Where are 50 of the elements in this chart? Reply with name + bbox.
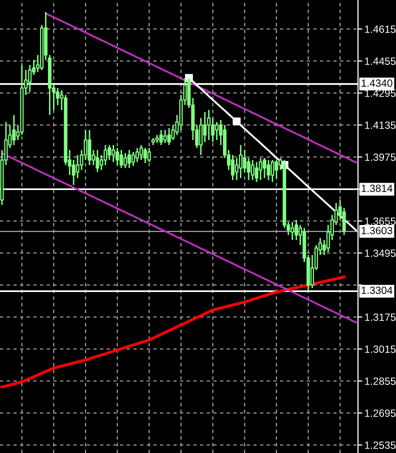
line-series (44, 12, 357, 164)
y-tick-label: 1.3015 (365, 346, 396, 353)
y-tick-label: 1.3495 (365, 250, 396, 257)
candlestick (230, 154, 234, 181)
y-tick-label: 1.2695 (365, 410, 396, 417)
candlestick (12, 114, 16, 146)
ref-line-label: 1.4340 (362, 79, 392, 87)
candlestick (135, 147, 139, 163)
y-tick-label: 1.3175 (365, 314, 396, 321)
candlestick (250, 159, 254, 181)
candlestick (159, 129, 163, 146)
y-tick-label: 1.3655 (365, 218, 396, 225)
candlestick (124, 152, 128, 169)
candlestick (262, 157, 266, 179)
candlestick (254, 161, 258, 183)
y-tick-label: 1.2535 (365, 442, 396, 449)
candlestick (116, 147, 120, 166)
candlestick (167, 127, 171, 146)
y-tick-label: 1.4135 (365, 122, 396, 129)
candlestick (56, 87, 60, 106)
ref-line-label: 1.3814 (362, 184, 392, 192)
point (232, 117, 241, 126)
y-tick-label: 1.3975 (365, 154, 396, 161)
candlestick (96, 149, 100, 173)
candlestick (258, 157, 262, 181)
y-tick-label: 1.4615 (365, 26, 396, 33)
candlestick (270, 159, 274, 183)
candlestick (274, 159, 278, 179)
candlestick (104, 144, 108, 166)
candlestick (108, 144, 112, 161)
candlestick (207, 109, 211, 141)
candlestick (132, 151, 136, 167)
candlestick (128, 149, 132, 169)
candlestick (163, 129, 167, 144)
candlestick (203, 111, 207, 143)
candlestick (215, 121, 219, 141)
candlestick (28, 64, 32, 93)
ref-line-label: 1.3304 (362, 286, 392, 294)
candlestick (139, 144, 143, 161)
candlestick (76, 154, 80, 179)
y-tick-label: 1.4455 (365, 58, 396, 65)
candlestick (147, 147, 151, 163)
ref-line-label: 1.3603 (362, 226, 392, 234)
candlestick (294, 219, 298, 241)
candlestick (120, 149, 124, 169)
candlestick (290, 221, 294, 241)
candlestick (112, 144, 116, 163)
candlestick (238, 144, 242, 179)
candlestick (143, 147, 147, 164)
y-tick-label: 1.2855 (365, 378, 396, 385)
